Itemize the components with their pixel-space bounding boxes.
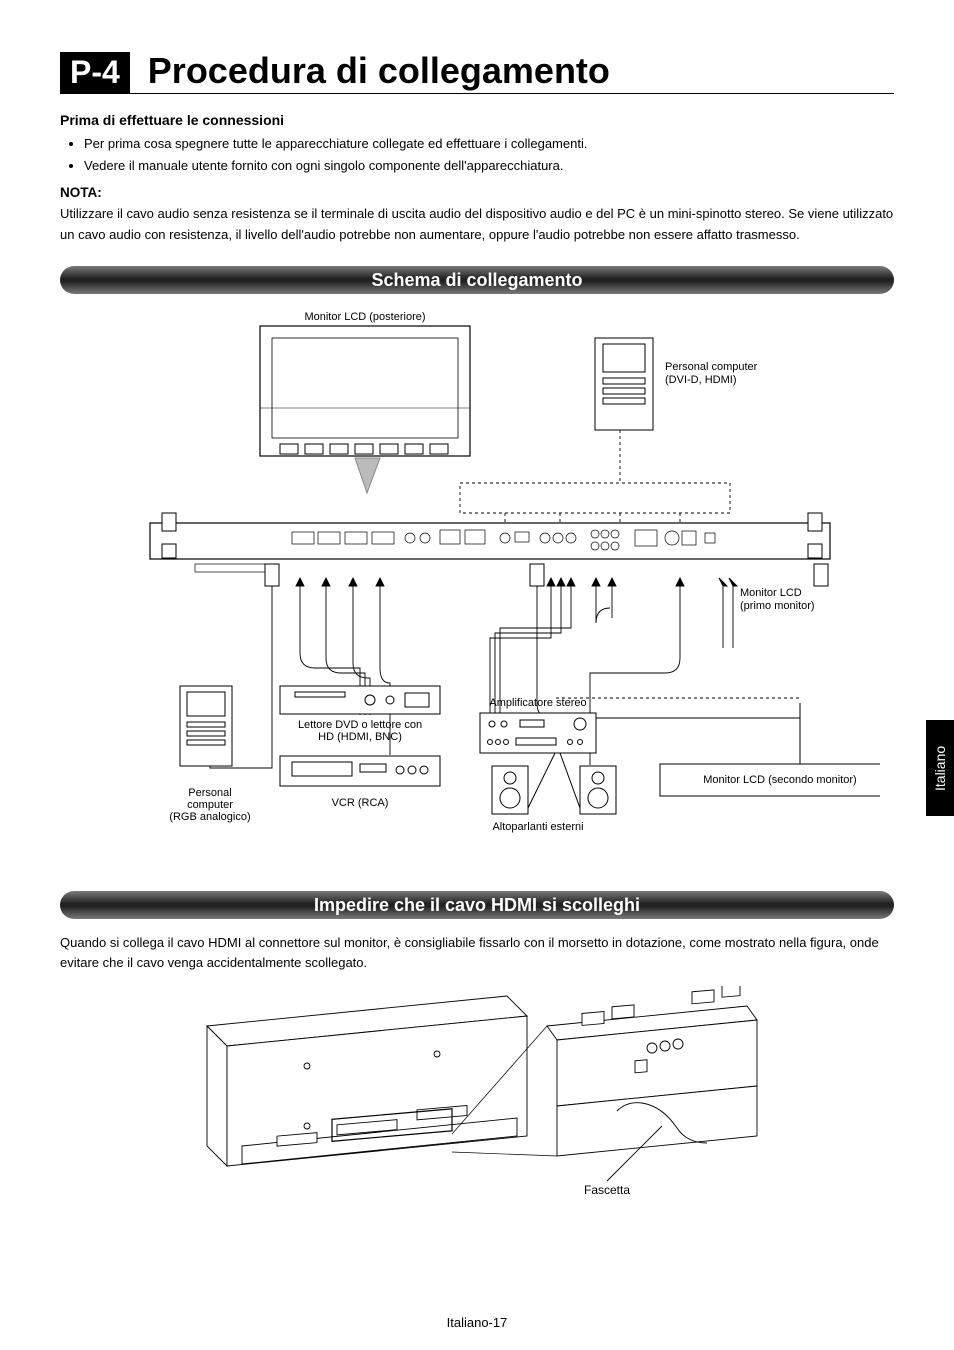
label-pc-rgb: Personalcomputer(RGB analogico) <box>169 787 250 823</box>
before-item: Per prima cosa spegnere tutte le apparec… <box>84 134 894 154</box>
label-fascetta: Fascetta <box>584 1183 630 1197</box>
arrow-down-icon <box>355 458 380 493</box>
vcr-icon <box>280 756 440 786</box>
label-monitor-rear: Monitor LCD (posteriore) <box>304 311 425 323</box>
pc-dvi-icon <box>595 338 653 430</box>
speaker-right-icon <box>580 766 616 814</box>
hdmi-zoom-icon <box>547 986 757 1181</box>
language-tab: Italiano <box>926 720 954 816</box>
amp-icon <box>480 713 596 753</box>
nota-label: NOTA: <box>60 185 894 200</box>
monitor-rear-icon <box>260 326 470 456</box>
label-monitor-second: Monitor LCD (secondo monitor) <box>703 774 856 786</box>
before-list: Per prima cosa spegnere tutte le apparec… <box>60 134 894 175</box>
wiring-diagram: Monitor LCD (posteriore) Pe <box>60 308 894 873</box>
connector-panel-icon <box>150 513 830 586</box>
dotted-lines <box>460 430 730 523</box>
label-monitor-first: Monitor LCD(primo monitor) <box>740 587 815 612</box>
zoom-line <box>452 1152 557 1156</box>
speaker-left-icon <box>492 766 528 814</box>
label-vcr: VCR (RCA) <box>332 797 389 809</box>
label-speakers: Altoparlanti esterni <box>492 821 583 833</box>
hdmi-paragraph: Quando si collega il cavo HDMI al connet… <box>60 933 894 975</box>
monitor-iso-icon <box>207 996 527 1166</box>
hdmi-svg: Fascetta <box>187 986 767 1206</box>
label-dvd: Lettore DVD o lettore conHD (HDMI, BNC) <box>298 719 422 743</box>
section-bar-hdmi: Impedire che il cavo HDMI si scolleghi <box>60 891 894 919</box>
label-amp: Amplificatore stereo <box>489 697 586 709</box>
before-item: Vedere il manuale utente fornito con ogn… <box>84 156 894 176</box>
before-heading: Prima di effettuare le connessioni <box>60 112 894 128</box>
chapter-badge: P-4 <box>60 52 130 93</box>
page-footer: Italiano-17 <box>0 1315 954 1330</box>
hdmi-diagram: Fascetta <box>60 986 894 1211</box>
section-bar-wiring: Schema di collegamento <box>60 266 894 294</box>
label-pc-dvi: Personal computer(DVI-D, HDMI) <box>665 361 758 386</box>
chapter-title: Procedura di collegamento <box>148 50 610 92</box>
chapter-header: P-4 Procedura di collegamento <box>60 50 894 94</box>
wiring-svg: Monitor LCD (posteriore) Pe <box>60 308 880 868</box>
nota-text: Utilizzare il cavo audio senza resistenz… <box>60 204 894 246</box>
manual-page: P-4 Procedura di collegamento Prima di e… <box>0 0 954 1350</box>
pc-rgb-icon <box>180 686 232 766</box>
dvd-icon <box>280 686 440 714</box>
